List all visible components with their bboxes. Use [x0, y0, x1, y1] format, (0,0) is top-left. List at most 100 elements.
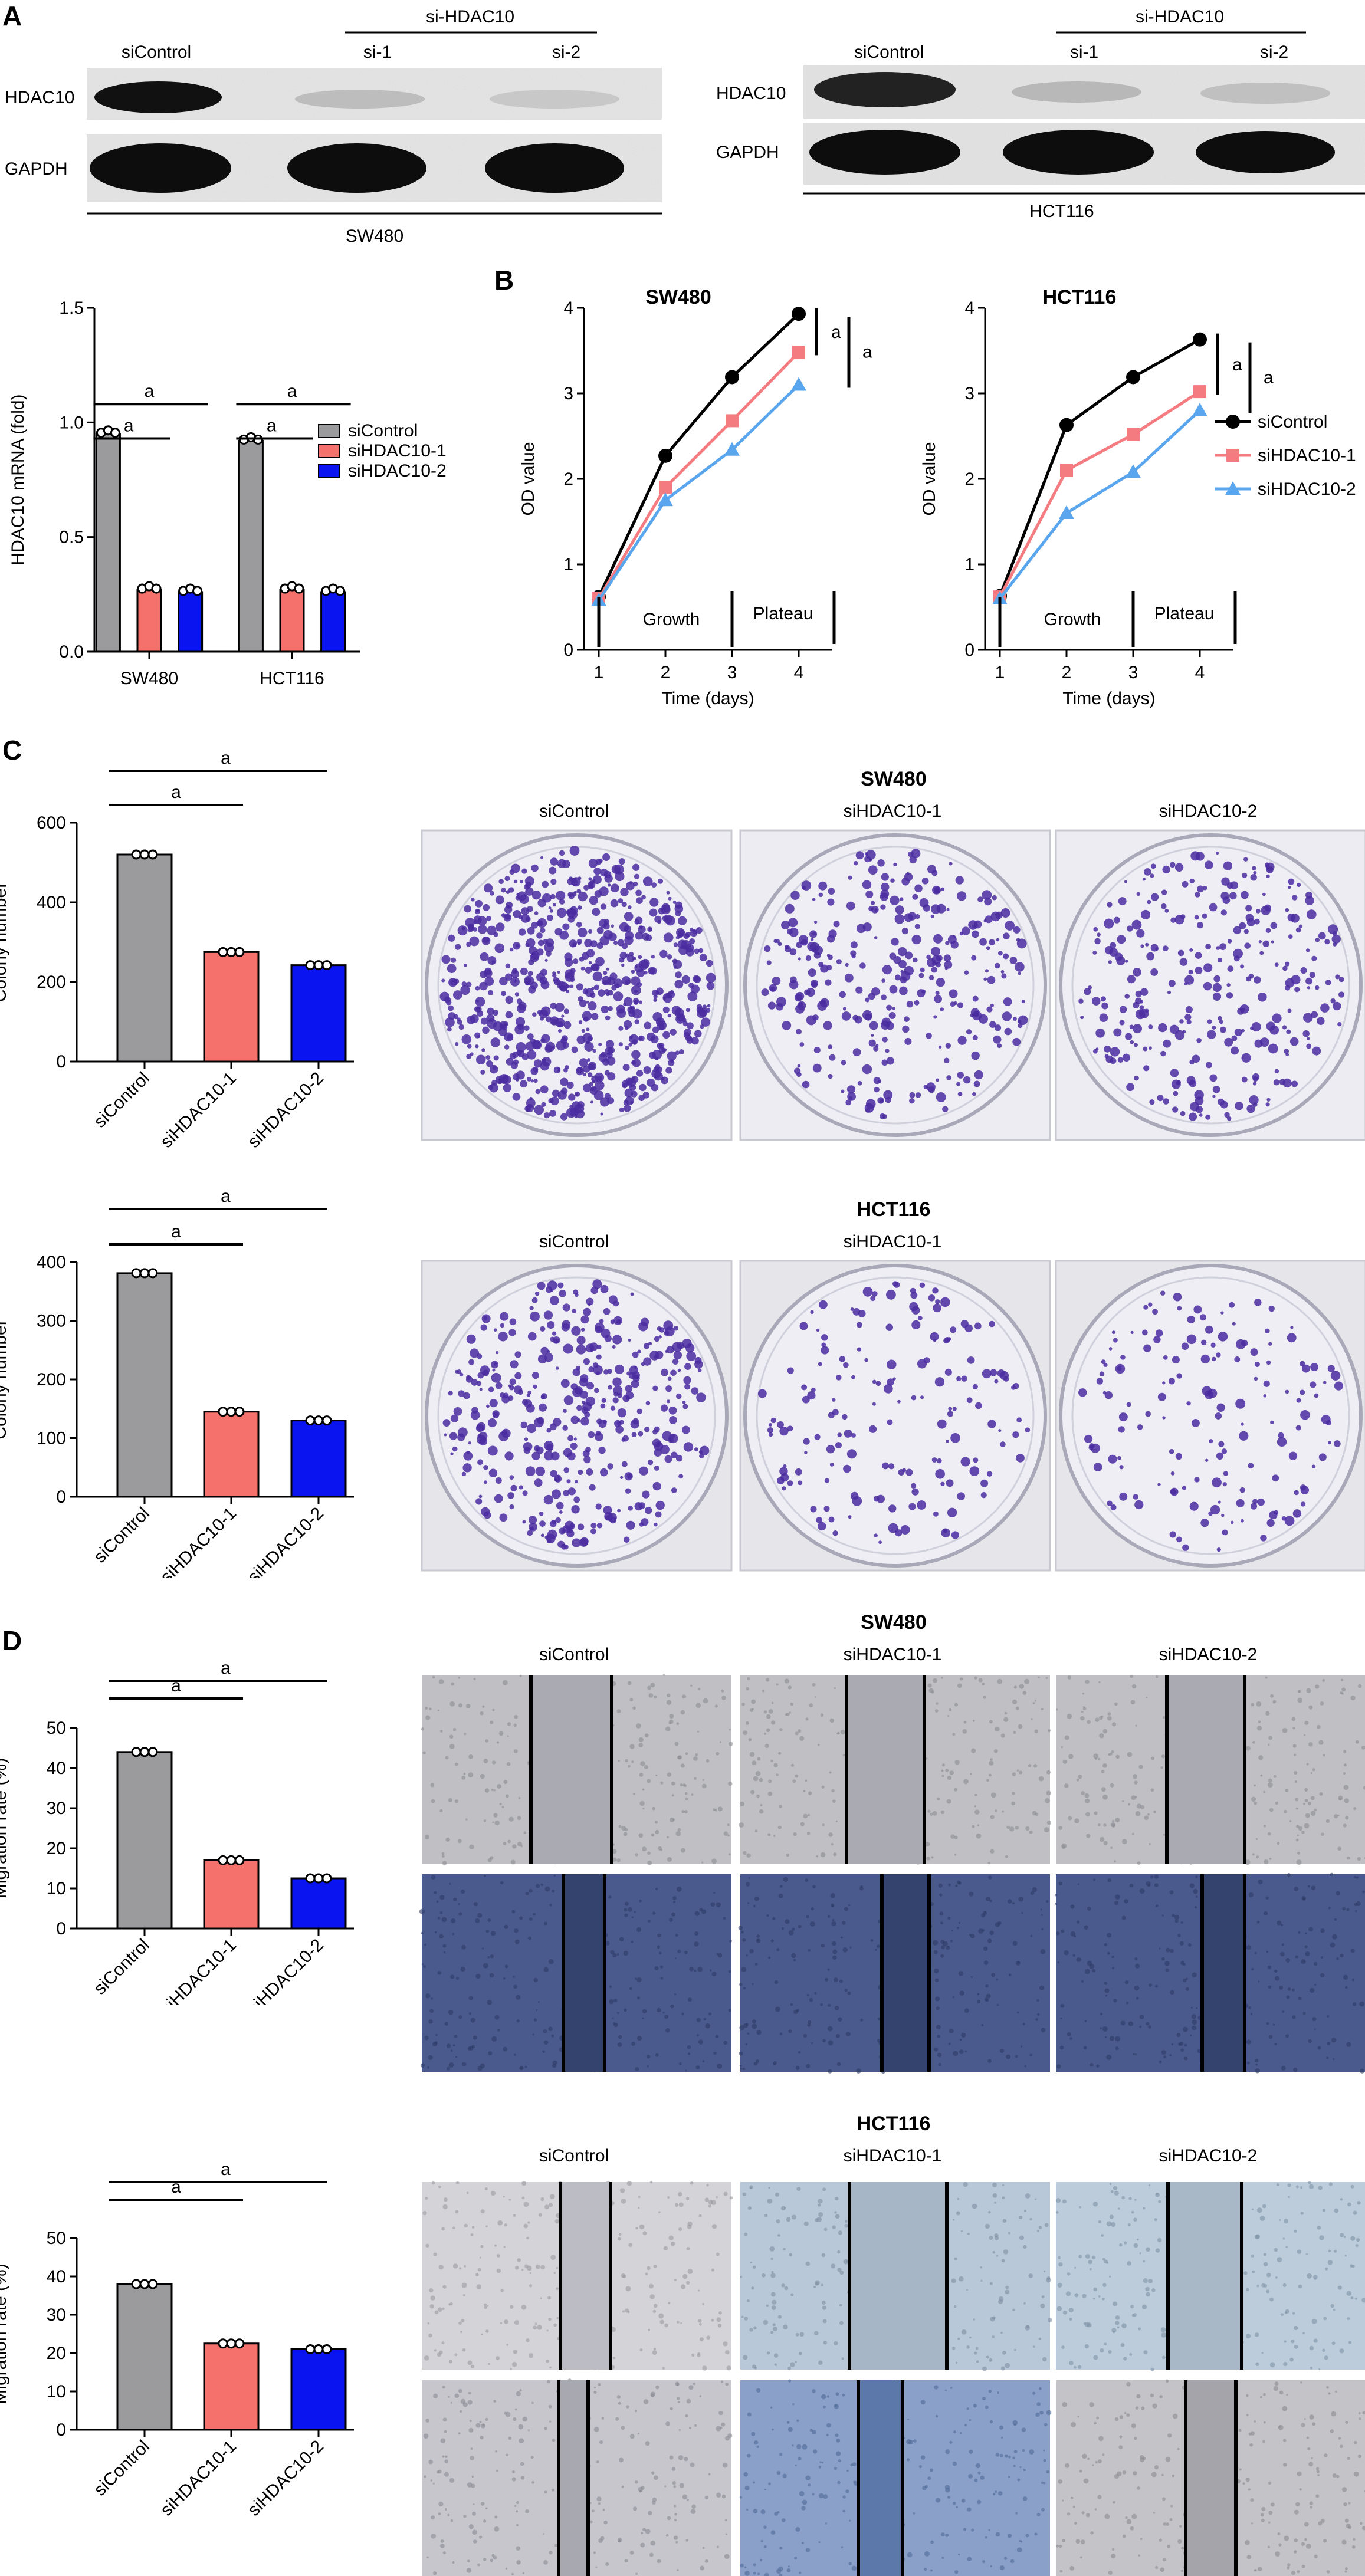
colony	[839, 991, 846, 998]
colony	[1209, 903, 1218, 912]
colony	[557, 859, 566, 868]
colony	[600, 903, 607, 910]
cell	[1308, 2184, 1314, 2189]
cell	[978, 1678, 983, 1683]
colony	[1264, 862, 1270, 868]
colony	[1140, 944, 1144, 948]
cell	[1136, 2238, 1139, 2241]
colony	[940, 1007, 944, 1011]
legend-label: siHDAC10-1	[348, 441, 447, 461]
colony	[933, 1303, 942, 1313]
colony	[555, 1517, 561, 1523]
cell	[479, 2256, 482, 2259]
colony	[987, 975, 996, 984]
colony	[529, 1306, 534, 1310]
cell	[1275, 2276, 1278, 2279]
cell	[1004, 1711, 1008, 1715]
cell	[480, 2436, 484, 2440]
cell	[526, 2236, 529, 2240]
colony	[579, 1378, 589, 1387]
cell	[816, 2217, 822, 2222]
cell	[768, 1779, 772, 1783]
colony	[517, 1389, 523, 1395]
blot-band	[295, 90, 425, 109]
colony	[917, 1359, 927, 1369]
cell	[422, 2211, 427, 2216]
cell	[1195, 1875, 1198, 1878]
cell	[721, 2380, 723, 2383]
cell	[1109, 2214, 1114, 2219]
cell	[1131, 1684, 1137, 1689]
data-point	[192, 586, 203, 596]
colony	[579, 1058, 588, 1067]
cell	[1343, 1823, 1347, 1828]
cell	[514, 2053, 516, 2056]
cell	[439, 1730, 443, 1733]
cell	[477, 2563, 480, 2567]
cell	[989, 1930, 994, 1936]
colony	[588, 880, 596, 889]
y-tick-label: 30	[47, 1799, 66, 1818]
cell	[803, 1790, 806, 1792]
colony	[501, 888, 506, 893]
colony	[1173, 1090, 1179, 1096]
cell	[1306, 1688, 1311, 1694]
cell	[667, 1836, 669, 1839]
cell	[743, 1851, 747, 1855]
colony	[936, 977, 946, 987]
colony	[813, 920, 818, 924]
colony	[513, 1059, 519, 1065]
bar	[203, 1859, 260, 1930]
colony	[624, 912, 634, 921]
colony	[568, 1093, 576, 1101]
cell	[698, 1687, 701, 1690]
cell	[638, 1743, 644, 1747]
culture-dish-rim	[1071, 1276, 1350, 1555]
cell	[618, 1825, 622, 1828]
colony	[534, 1105, 544, 1115]
cell	[428, 2019, 433, 2024]
cell	[989, 1900, 992, 1903]
colony	[582, 952, 589, 960]
cell	[470, 2233, 474, 2236]
cell	[1134, 1780, 1138, 1785]
colony	[583, 1358, 590, 1365]
colony	[848, 1096, 853, 1100]
cell	[1258, 1720, 1261, 1723]
cell	[823, 2227, 828, 2232]
cell	[741, 1967, 746, 1972]
colony	[885, 1289, 896, 1300]
cell	[831, 2263, 836, 2269]
panel-letter-a: A	[2, 1, 22, 31]
colony	[1160, 1290, 1166, 1296]
colony	[1250, 1503, 1258, 1510]
colony	[1242, 872, 1248, 878]
colony	[1248, 1463, 1254, 1469]
cell	[1085, 1969, 1090, 1974]
colony	[1294, 1490, 1299, 1496]
cell	[815, 2282, 819, 2286]
colony	[957, 1492, 966, 1500]
cell	[928, 1688, 934, 1693]
colony	[628, 1010, 636, 1017]
legend-label: siControl	[1258, 412, 1327, 432]
colony	[841, 1060, 846, 1066]
colony	[1174, 1030, 1185, 1040]
cell	[1127, 1752, 1133, 1757]
cell	[636, 2036, 642, 2041]
cell	[695, 1703, 701, 1708]
colony	[667, 954, 672, 960]
colony	[495, 1351, 499, 1355]
cell	[441, 2227, 445, 2231]
colony	[952, 1407, 957, 1411]
colony	[919, 1282, 926, 1289]
cell	[754, 1896, 760, 1901]
cell	[966, 2289, 968, 2291]
colony	[972, 1034, 978, 1040]
cell	[452, 1727, 457, 1731]
wound-panel-title: SW480	[861, 1611, 927, 1634]
cell	[1102, 1729, 1108, 1734]
cell	[442, 2204, 448, 2210]
cell	[484, 2303, 487, 2306]
cell	[752, 2019, 756, 2024]
